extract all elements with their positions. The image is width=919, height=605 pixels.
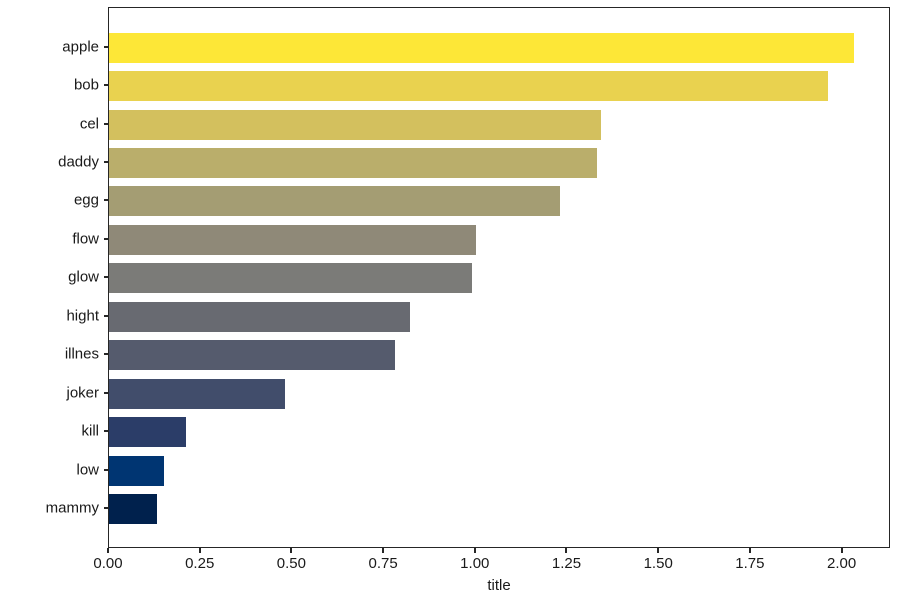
xtick-label-0.75: 0.75 — [368, 555, 398, 572]
ytick-label-glow: glow — [68, 268, 99, 286]
xtick-mark-2.00 — [840, 548, 843, 553]
xtick-mark-1.25 — [565, 548, 568, 553]
ytick-mark-daddy — [104, 160, 108, 163]
bar-cel — [109, 109, 601, 140]
bar-egg — [109, 186, 561, 217]
xtick-mark-0.00 — [107, 548, 109, 553]
ytick-label-bob: bob — [73, 76, 99, 94]
ytick-label-daddy: daddy — [58, 153, 99, 171]
bar-glow — [109, 263, 473, 294]
bar-daddy — [109, 147, 597, 178]
bar-hight — [109, 301, 410, 332]
xtick-mark-0.75 — [382, 548, 385, 553]
xtick-mark-0.50 — [290, 548, 293, 553]
bar-flow — [109, 224, 476, 255]
xtick-label-1.75: 1.75 — [735, 555, 765, 572]
bar-low — [109, 455, 165, 486]
xtick-label-1.25: 1.25 — [551, 555, 582, 572]
xtick-mark-1.00 — [473, 548, 476, 553]
bar-bob — [109, 71, 828, 102]
bar-joker — [109, 378, 286, 409]
xtick-mark-1.75 — [748, 548, 751, 553]
xtick-label-0.50: 0.50 — [276, 555, 306, 572]
xtick-mark-1.50 — [657, 548, 660, 553]
ytick-mark-low — [104, 468, 108, 471]
ytick-label-hight: hight — [66, 307, 99, 325]
plot-area — [108, 7, 890, 548]
ytick-label-low: low — [76, 461, 99, 479]
ytick-label-apple: apple — [62, 38, 99, 56]
ytick-label-illnes: illnes — [64, 345, 99, 363]
xtick-label-1.00: 1.00 — [460, 555, 490, 572]
ytick-mark-mammy — [104, 507, 108, 510]
ytick-label-flow: flow — [72, 230, 99, 248]
bar-kill — [109, 417, 187, 448]
bar-mammy — [109, 494, 157, 525]
ytick-mark-joker — [104, 391, 108, 394]
ytick-mark-egg — [104, 199, 108, 202]
xtick-mark-0.25 — [198, 548, 201, 553]
ytick-label-mammy: mammy — [45, 499, 99, 517]
xtick-label-0.25: 0.25 — [185, 555, 215, 572]
ytick-mark-bob — [104, 84, 108, 87]
bar-apple — [109, 32, 854, 63]
xtick-label-2.00: 2.00 — [826, 555, 857, 572]
ytick-label-egg: egg — [73, 191, 99, 209]
ytick-mark-cel — [104, 122, 108, 125]
ytick-mark-glow — [104, 276, 108, 279]
ytick-mark-flow — [104, 237, 108, 240]
ytick-label-joker: joker — [66, 384, 99, 402]
bar-illnes — [109, 340, 396, 371]
ytick-mark-apple — [104, 45, 108, 48]
ytick-mark-illnes — [104, 353, 108, 356]
x-axis-label: title — [487, 577, 511, 594]
xtick-label-1.50: 1.50 — [643, 555, 673, 572]
xtick-label-0.00: 0.00 — [93, 555, 123, 572]
ytick-label-kill: kill — [81, 422, 100, 440]
ytick-mark-kill — [104, 430, 108, 433]
ytick-label-cel: cel — [79, 115, 99, 133]
ytick-mark-hight — [104, 314, 108, 317]
